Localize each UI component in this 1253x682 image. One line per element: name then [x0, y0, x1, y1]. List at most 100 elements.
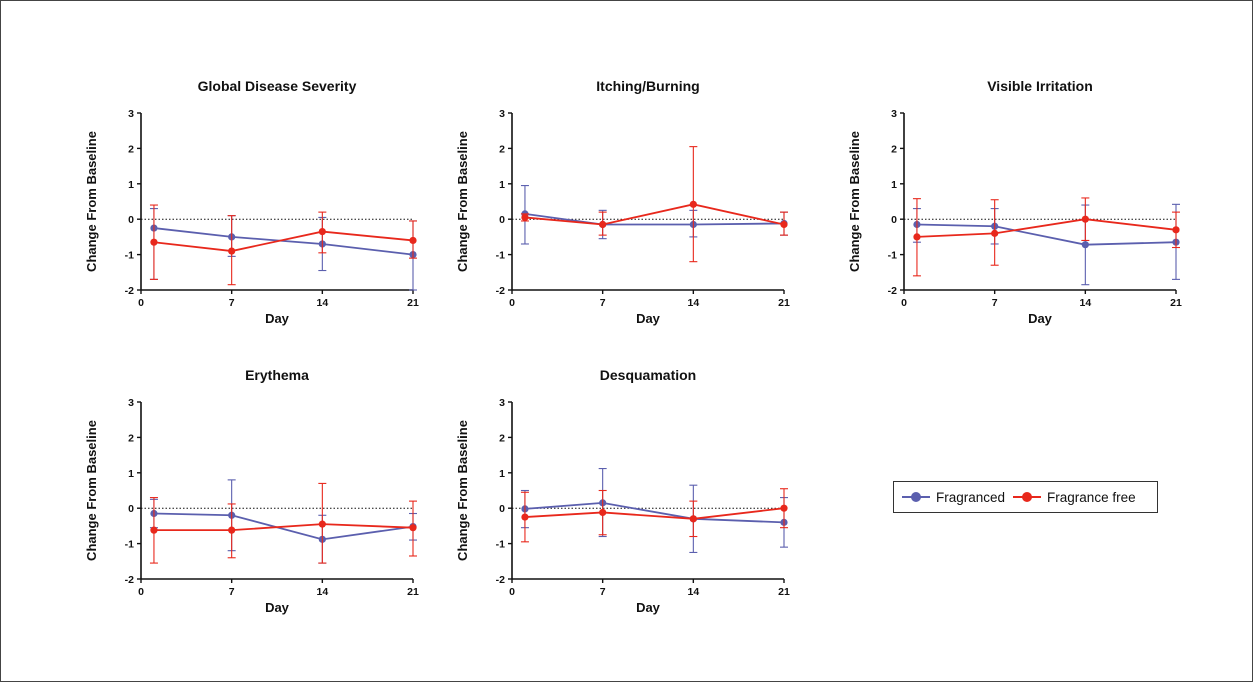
y-tick-label: 3: [891, 108, 897, 120]
x-tick-label: 0: [509, 586, 515, 598]
chart-title: Erythema: [245, 367, 309, 383]
legend-label-fragrance-free: Fragrance free: [1047, 489, 1136, 505]
series-line: [524, 212, 785, 226]
data-point: [150, 238, 158, 246]
series-fragranced: [520, 185, 788, 245]
y-tick-label: -2: [888, 285, 897, 297]
data-point: [689, 200, 697, 208]
data-point: [599, 508, 607, 517]
x-tick-label: 21: [778, 297, 790, 309]
series-line: [524, 507, 785, 520]
data-point: [409, 236, 417, 245]
data-point: [521, 513, 529, 521]
x-tick-label: 7: [992, 297, 998, 309]
y-tick-label: 1: [499, 468, 505, 480]
legend-item-fragranced: Fragranced: [902, 490, 1005, 505]
x-axis-label: Day: [265, 311, 290, 326]
x-tick-label: 7: [600, 297, 606, 309]
y-tick-label: 0: [891, 214, 897, 226]
data-point: [1081, 241, 1089, 249]
legend-item-fragrance-free: Fragrance free: [1013, 490, 1136, 505]
series-fragrance-free: [149, 204, 417, 286]
x-tick-label: 21: [407, 297, 419, 309]
legend-swatch-fragranced: [902, 491, 930, 503]
series-fragranced: [912, 203, 1180, 286]
y-tick-label: 0: [499, 214, 505, 226]
y-tick-label: 2: [128, 143, 134, 155]
y-tick-label: 1: [499, 179, 505, 191]
series-fragranced: [520, 468, 788, 554]
data-point: [318, 227, 326, 236]
chart-title: Visible Irritation: [987, 78, 1093, 94]
y-tick-label: 3: [499, 397, 505, 409]
y-tick-label: 0: [128, 214, 134, 226]
y-tick-label: -2: [496, 574, 505, 586]
chart-title: Desquamation: [600, 367, 696, 383]
x-tick-label: 7: [229, 297, 235, 309]
x-tick-label: 21: [1170, 297, 1182, 309]
y-tick-label: 2: [499, 432, 505, 444]
data-point: [689, 515, 697, 523]
x-tick-label: 14: [1079, 297, 1091, 309]
y-tick-label: 1: [128, 468, 134, 480]
x-axis-label: Day: [636, 311, 661, 326]
x-tick-label: 14: [316, 586, 328, 598]
legend-swatch-fragrance-free: [1013, 491, 1042, 503]
y-tick-label: -1: [125, 250, 134, 262]
data-point: [521, 213, 529, 222]
x-tick-label: 14: [687, 297, 699, 309]
y-tick-label: 3: [499, 108, 505, 120]
x-tick-label: 14: [687, 586, 699, 598]
data-point: [1172, 226, 1180, 234]
y-axis-label: Change From Baseline: [84, 131, 99, 272]
y-tick-label: 2: [891, 143, 897, 155]
data-point: [318, 520, 326, 528]
y-tick-label: -2: [125, 285, 134, 297]
data-point: [780, 220, 788, 229]
x-tick-label: 7: [600, 586, 606, 598]
data-point: [780, 504, 788, 512]
x-axis-label: Day: [1028, 311, 1053, 326]
data-point: [913, 233, 921, 241]
y-tick-label: 3: [128, 397, 134, 409]
y-tick-label: -1: [888, 250, 897, 262]
series-fragranced: [149, 479, 417, 564]
series-line: [524, 501, 785, 524]
series-fragrance-free: [149, 482, 417, 564]
y-tick-label: 2: [499, 143, 505, 155]
data-point: [991, 229, 999, 237]
series-line: [153, 523, 414, 532]
x-tick-label: 7: [229, 586, 235, 598]
series-line: [153, 230, 414, 252]
x-axis-label: Day: [636, 600, 661, 615]
data-point: [228, 526, 236, 534]
x-tick-label: 0: [901, 297, 907, 309]
legend: Fragranced Fragrance free: [893, 481, 1158, 513]
series-fragrance-free: [912, 197, 1180, 277]
y-tick-label: -2: [496, 285, 505, 297]
y-tick-label: 1: [128, 179, 134, 191]
y-tick-label: 0: [499, 503, 505, 515]
series-line: [916, 223, 1177, 246]
y-tick-label: 3: [128, 108, 134, 120]
y-tick-label: -2: [125, 574, 134, 586]
y-axis-label: Change From Baseline: [455, 420, 470, 561]
data-point: [599, 220, 607, 229]
legend-label-fragranced: Fragranced: [936, 489, 1006, 505]
y-tick-label: -1: [496, 539, 505, 551]
data-point: [409, 524, 417, 532]
x-axis-label: Day: [265, 600, 290, 615]
y-tick-label: 1: [891, 179, 897, 191]
series-line: [524, 203, 785, 226]
x-tick-label: 14: [316, 297, 328, 309]
series-line: [916, 218, 1177, 238]
y-axis-label: Change From Baseline: [847, 131, 862, 272]
chart-title: Global Disease Severity: [198, 78, 357, 94]
